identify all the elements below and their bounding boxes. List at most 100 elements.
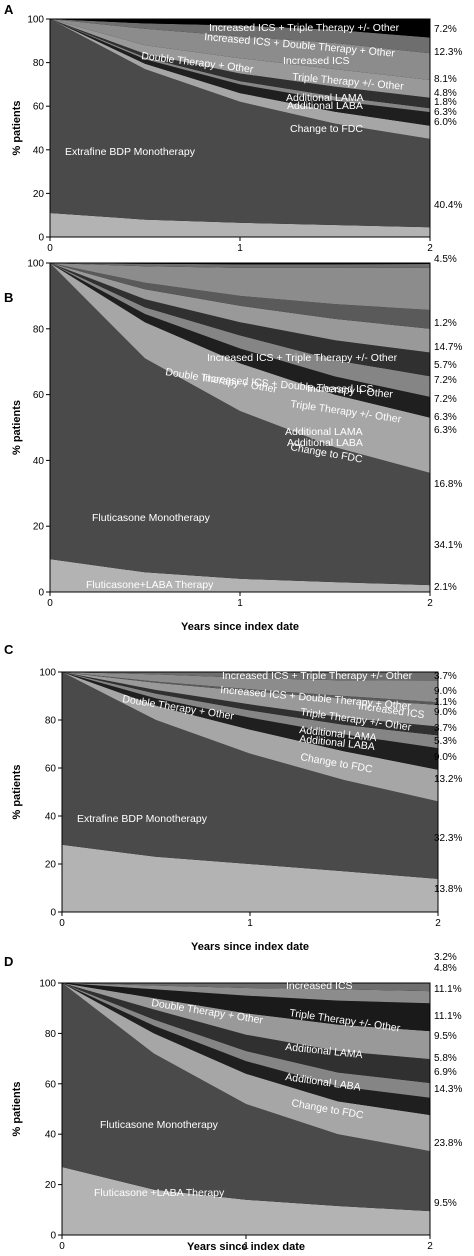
band-label: Increased ICS + Triple Therapy +/- Other bbox=[222, 670, 413, 682]
band-label: Increased ICS + Triple Therapy +/- Other bbox=[207, 352, 398, 364]
share-label: 9.0% bbox=[434, 707, 457, 718]
chart-panel-c: C 0 20 40 60 80 100 0 1 2 Years since index date % … bbox=[4, 642, 462, 953]
band-area bbox=[50, 19, 430, 139]
share-label: 4.8% bbox=[434, 963, 457, 974]
band-area bbox=[50, 19, 430, 109]
y-tick-label: 40 bbox=[45, 812, 57, 823]
y-tick-label: 100 bbox=[39, 668, 56, 679]
y-tick-label: 20 bbox=[33, 189, 45, 200]
y-tick-label: 60 bbox=[45, 1079, 57, 1090]
y-tick-label: 60 bbox=[33, 102, 45, 113]
band-label: Fluticasone+LABA Therapy bbox=[86, 579, 214, 591]
plot-area bbox=[62, 983, 430, 1235]
band-area bbox=[50, 263, 430, 310]
share-label: 5.7% bbox=[434, 360, 457, 371]
x-tick-label: 0 bbox=[47, 243, 53, 254]
band-label: Increased ICS + Triple Therapy +/- Other bbox=[210, 956, 401, 968]
band-area bbox=[62, 672, 438, 703]
band-area bbox=[62, 983, 430, 1098]
chart-panel-d: D 0 20 40 60 80 100 0 1 2 Years since index date % … bbox=[4, 952, 462, 1253]
panel-letter: B bbox=[4, 290, 13, 305]
share-label: 5.3% bbox=[434, 736, 457, 747]
y-tick-label: 40 bbox=[33, 145, 45, 156]
band-area bbox=[50, 19, 430, 126]
share-label: 12.3% bbox=[434, 47, 462, 58]
band-area bbox=[50, 263, 430, 268]
share-label: 4.8% bbox=[434, 88, 457, 99]
y-tick-label: 20 bbox=[45, 860, 57, 871]
share-label: 2.1% bbox=[434, 582, 457, 593]
band-label: Change to FDC bbox=[290, 123, 363, 135]
x-tick-label: 2 bbox=[435, 918, 441, 929]
share-label: 40.4% bbox=[434, 200, 462, 211]
band-area bbox=[62, 983, 430, 1212]
y-axis-title: % patients bbox=[11, 100, 23, 155]
share-label: 3.7% bbox=[434, 723, 457, 734]
y-tick-label: 0 bbox=[50, 1231, 56, 1242]
band-area bbox=[62, 983, 430, 1004]
band-area bbox=[50, 263, 430, 397]
band-label: Increased ICS bbox=[307, 383, 374, 395]
chart-panel-b: B 0 20 40 60 80 100 0 1 2 Years since index date % … bbox=[4, 259, 462, 634]
band-area bbox=[62, 983, 430, 992]
band-area bbox=[62, 983, 430, 1152]
share-label: 9.5% bbox=[434, 1198, 457, 1209]
band-area bbox=[50, 263, 430, 353]
y-axis-title: % patients bbox=[11, 764, 23, 819]
band-label: Increased ICS bbox=[283, 55, 350, 67]
band-area bbox=[50, 19, 430, 54]
band-area bbox=[50, 19, 430, 80]
panel-letter: A bbox=[4, 2, 14, 17]
share-label: 3.2% bbox=[434, 952, 457, 963]
y-tick-label: 0 bbox=[38, 588, 44, 599]
band-area bbox=[62, 983, 430, 1060]
band-label: Extrafine BDP Monotherapy bbox=[65, 146, 196, 158]
band-label: Increased ICS + Double Therapy + Other bbox=[210, 965, 402, 977]
band-area bbox=[62, 983, 430, 1083]
share-label: 1.8% bbox=[434, 97, 457, 108]
share-label: 8.1% bbox=[434, 74, 457, 85]
share-label: 6.3% bbox=[434, 107, 457, 118]
band-label: Additional LAMA bbox=[286, 92, 364, 104]
band-area bbox=[50, 213, 430, 237]
band-label: Extrafine BDP Monotherapy bbox=[77, 813, 208, 825]
band-label: Additional LABA bbox=[287, 100, 363, 112]
y-tick-label: 60 bbox=[33, 390, 45, 401]
x-tick-label: 1 bbox=[237, 243, 243, 254]
share-label: 16.8% bbox=[434, 479, 462, 490]
band-area bbox=[50, 263, 430, 586]
band-area bbox=[50, 263, 430, 473]
x-tick-label: 2 bbox=[427, 243, 433, 254]
x-tick-label: 0 bbox=[59, 918, 65, 929]
share-label: 32.3% bbox=[434, 833, 462, 844]
band-label: Fluticasone +LABA Therapy bbox=[94, 1187, 225, 1199]
y-tick-label: 80 bbox=[33, 324, 45, 335]
band-area bbox=[62, 1167, 430, 1235]
y-tick-label: 0 bbox=[50, 908, 56, 919]
y-tick-label: 100 bbox=[27, 15, 44, 26]
band-area bbox=[62, 844, 438, 912]
share-label: 6.3% bbox=[434, 412, 457, 423]
y-tick-label: 0 bbox=[38, 233, 44, 244]
band-area bbox=[62, 672, 438, 681]
share-label: 3.7% bbox=[434, 671, 457, 682]
y-tick-label: 60 bbox=[45, 764, 57, 775]
y-tick-label: 40 bbox=[45, 1130, 57, 1141]
share-label: 6.3% bbox=[434, 425, 457, 436]
share-label: 1.1% bbox=[434, 697, 457, 708]
x-axis-title: Years since index date bbox=[187, 1241, 305, 1253]
band-area bbox=[62, 672, 438, 736]
share-label: 6.0% bbox=[434, 117, 457, 128]
share-label: 9.0% bbox=[434, 752, 457, 763]
x-tick-label: 2 bbox=[427, 598, 433, 609]
x-tick-label: 1 bbox=[237, 598, 243, 609]
share-label: 34.1% bbox=[434, 540, 462, 551]
band-area bbox=[62, 672, 438, 770]
share-label: 6.9% bbox=[434, 1067, 457, 1078]
plot-area bbox=[50, 19, 430, 237]
band-label: Increased ICS + Triple Therapy +/- Other bbox=[209, 22, 400, 34]
band-area bbox=[50, 263, 430, 418]
y-tick-label: 100 bbox=[27, 259, 44, 270]
x-axis-title: Years since index date bbox=[191, 941, 309, 953]
